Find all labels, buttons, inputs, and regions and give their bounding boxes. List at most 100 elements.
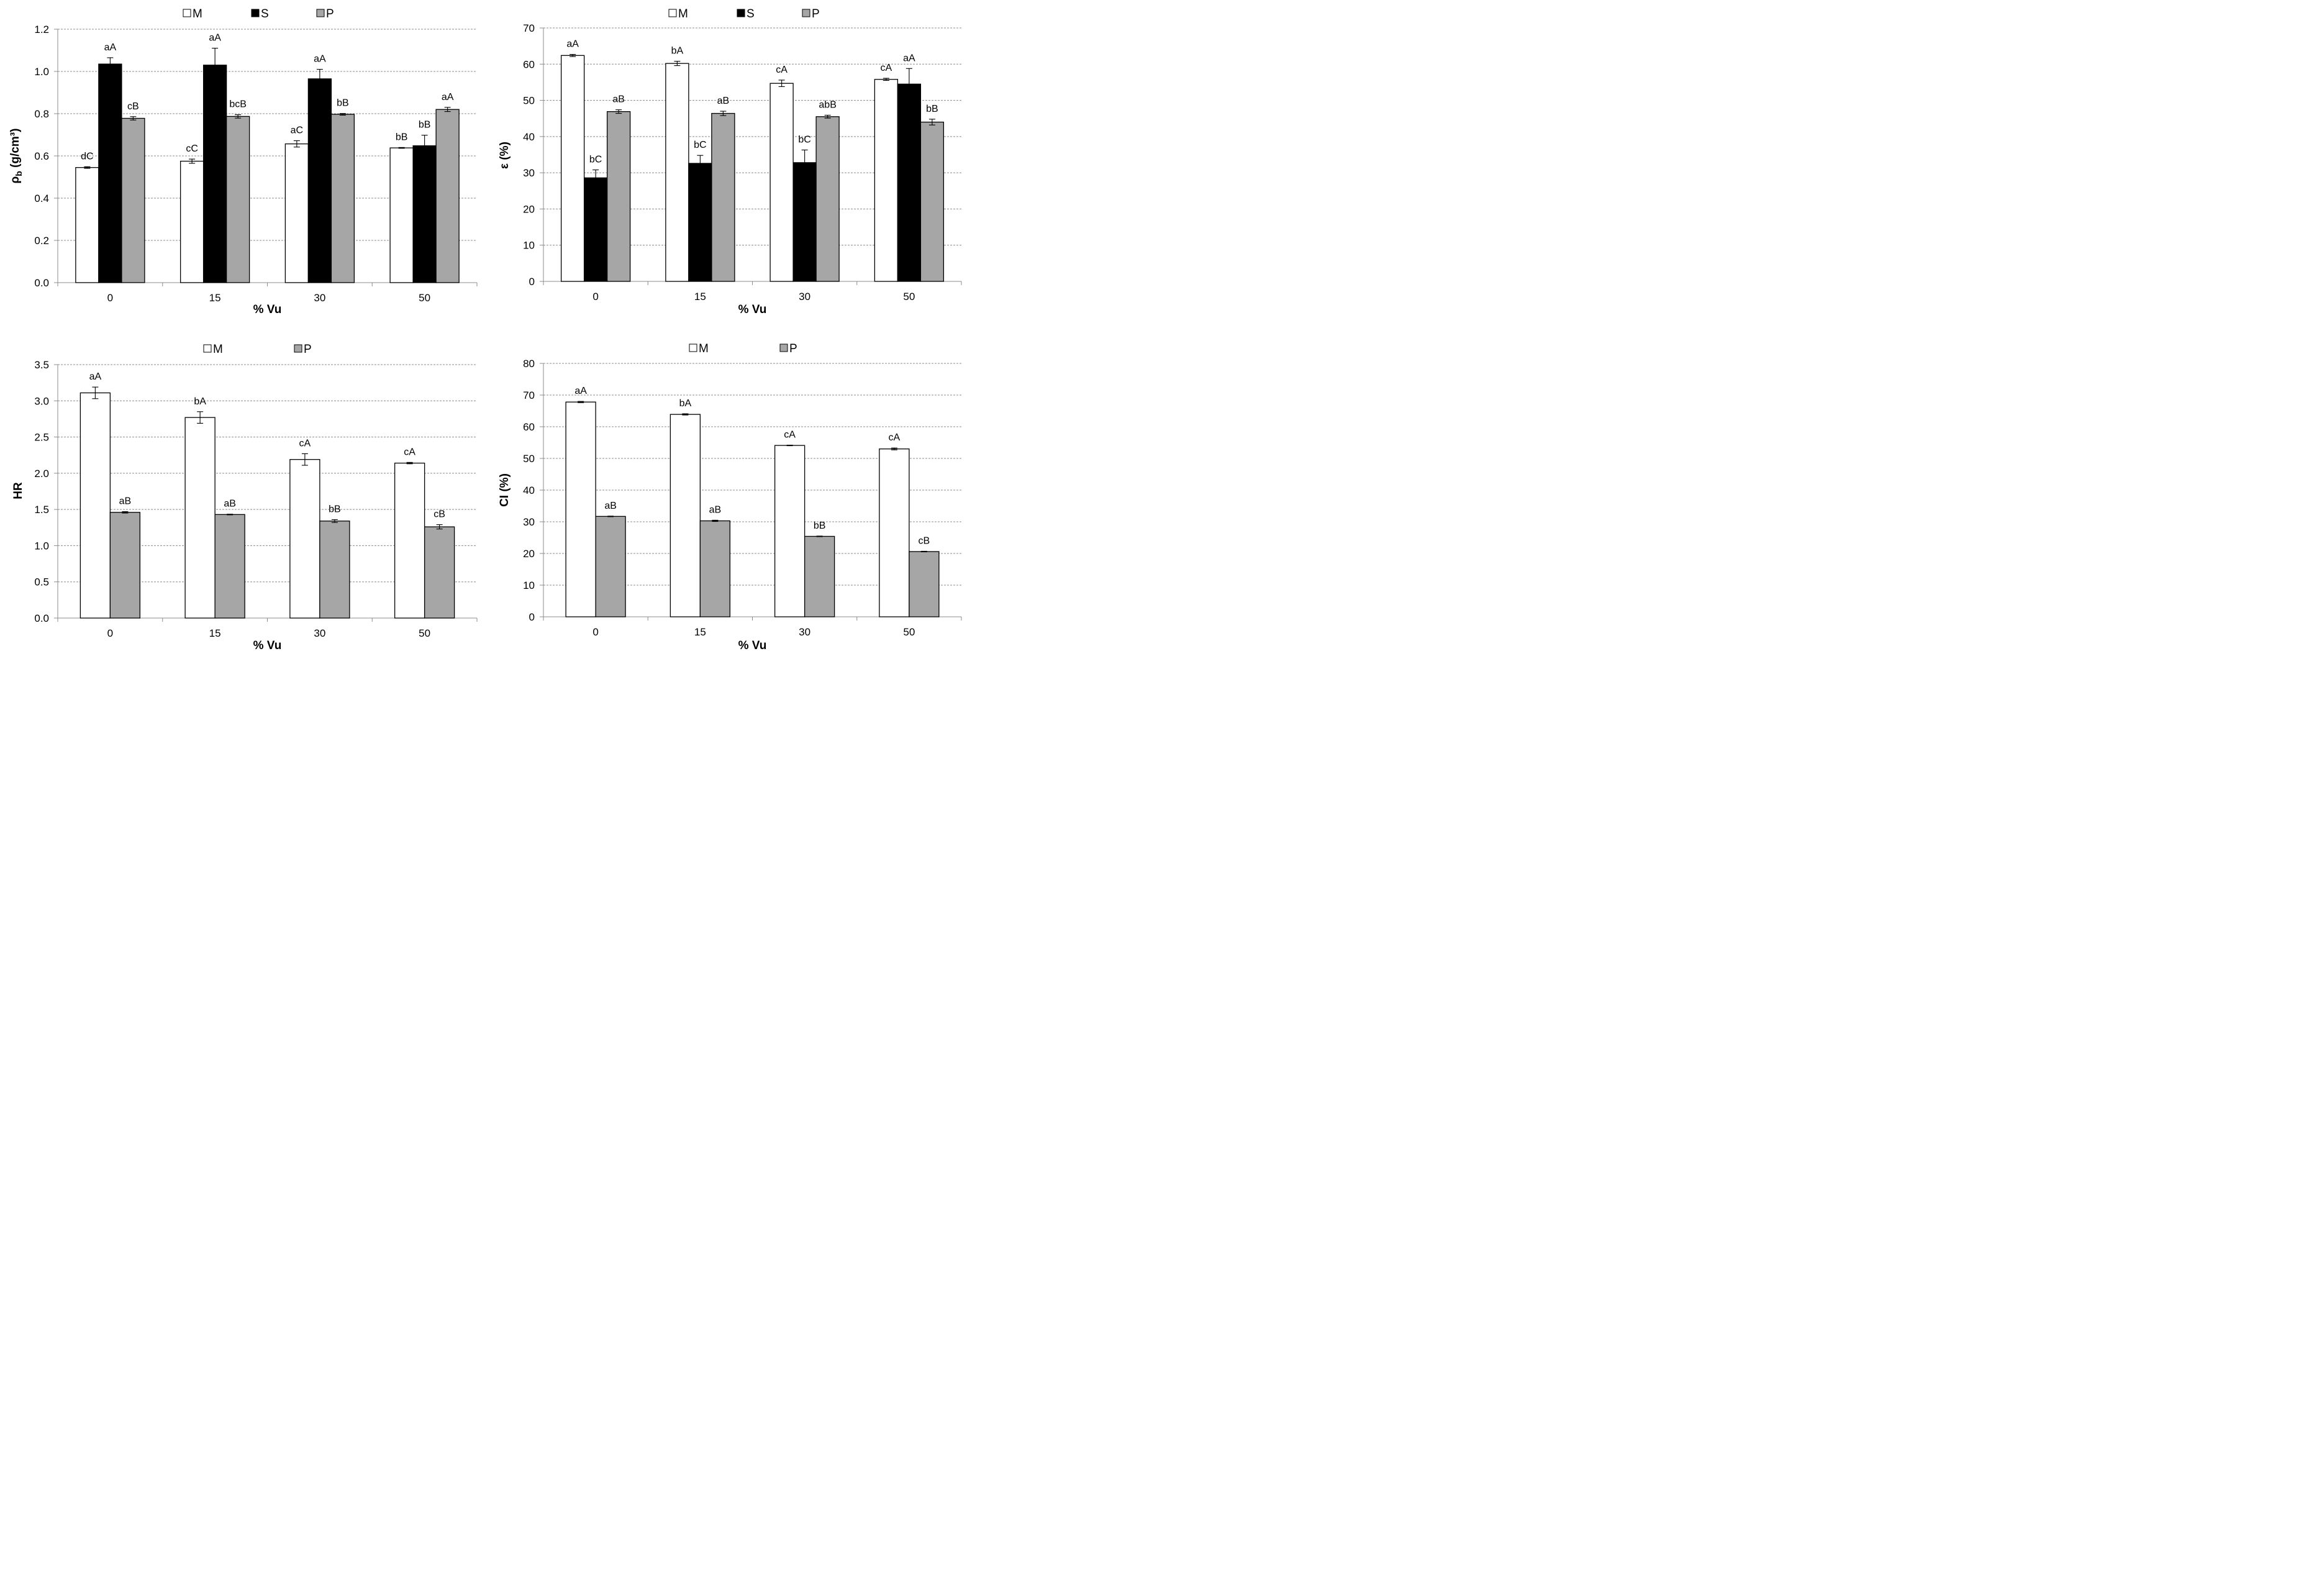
bar — [815, 116, 840, 282]
data-label: cA — [889, 432, 901, 443]
bar — [920, 121, 945, 282]
y-axis-title: ρb (g/cm³) — [9, 129, 24, 184]
bar — [424, 526, 455, 619]
bar — [670, 414, 701, 617]
legend-swatch — [251, 9, 260, 17]
y-tick-label: 40 — [523, 131, 535, 143]
y-axis-title: ε (%) — [498, 142, 511, 169]
data-label: bB — [419, 120, 431, 130]
series-P: aB aB bB cB — [595, 501, 940, 617]
bar — [688, 163, 712, 282]
bar — [79, 392, 111, 619]
y-tick-label: 1.5 — [34, 504, 49, 516]
bar — [214, 514, 245, 619]
data-label: bC — [589, 154, 602, 165]
bar — [319, 521, 350, 619]
y-tick-label: 2.5 — [34, 432, 49, 444]
y-tick-label: 30 — [523, 167, 535, 179]
data-label: aA — [574, 386, 587, 396]
bar — [874, 79, 899, 282]
x-axis-title: % Vu — [253, 303, 282, 316]
data-label: aB — [709, 504, 722, 515]
data-label: abB — [819, 99, 836, 110]
legend-swatch — [779, 344, 788, 352]
y-tick-label: 0 — [529, 276, 535, 288]
data-label: aA — [903, 53, 915, 63]
bar — [804, 535, 835, 617]
y-tick-label: 80 — [523, 358, 535, 370]
legend-item-M: M — [668, 7, 688, 20]
chart-panel-1: 0.00.20.40.60.81.01.20 15 30 50dCcCaCbBaAaA… — [9, 7, 478, 316]
bar — [121, 117, 145, 283]
data-label: cA — [881, 63, 892, 73]
x-tick-label: 15 — [209, 292, 221, 304]
data-label: aB — [224, 499, 236, 509]
x-tick-label: 15 — [694, 291, 706, 303]
legend-swatch — [294, 344, 302, 353]
legend-item-P: P — [802, 7, 820, 20]
y-tick-label: 50 — [523, 95, 535, 107]
legend-label: P — [789, 342, 797, 355]
y-tick-label: 0.2 — [34, 235, 49, 247]
data-label: bA — [679, 398, 692, 409]
legend-label: S — [261, 7, 269, 20]
y-tick-label: 40 — [523, 485, 535, 496]
legend-label: M — [678, 7, 688, 20]
legend-item-S: S — [251, 7, 269, 20]
series-M: aA bA cA cA — [565, 386, 910, 617]
y-tick-label: 1.0 — [34, 540, 49, 552]
data-label: bB — [926, 104, 938, 114]
series-S: bC bC bC aA — [583, 53, 922, 282]
y-tick-label: 60 — [523, 421, 535, 433]
y-tick-label: 50 — [523, 453, 535, 465]
data-label: bC — [798, 134, 810, 145]
y-tick-label: 0.0 — [34, 612, 49, 624]
y-tick-label: 1.0 — [34, 66, 49, 78]
data-label: bB — [814, 521, 826, 531]
data-label: aA — [314, 54, 326, 65]
chart-panel-2: 0 10 20 30 40 50 60 70 0 15 30 50 aA bA cA cA bC bC bC aA aB… — [498, 7, 962, 316]
y-tick-label: 3.5 — [34, 359, 49, 371]
legend-swatch — [802, 9, 810, 17]
x-tick-label: 0 — [592, 626, 598, 638]
legend-label: P — [812, 7, 820, 20]
data-label: cA — [776, 65, 788, 75]
chart-panel-3: 0.00.51.01.52.02.53.03.50 15 30 50aAbAcAcAa… — [12, 343, 478, 652]
legend-label: P — [326, 7, 334, 20]
bar — [595, 516, 626, 617]
data-label: cB — [127, 101, 139, 112]
data-label: aB — [717, 96, 730, 106]
series-M: dC cC aC bB — [75, 125, 414, 283]
y-tick-label: 0.0 — [34, 277, 49, 289]
bar — [897, 83, 922, 282]
bar — [560, 55, 585, 282]
series-P: aB aB bB cB — [109, 496, 455, 619]
data-label: cC — [186, 143, 198, 154]
bar — [75, 167, 99, 283]
legend-item-M: M — [203, 343, 223, 356]
data-label: cB — [919, 535, 930, 546]
x-tick-label: 30 — [314, 627, 325, 639]
legend-swatch — [737, 9, 745, 17]
bar — [909, 551, 940, 617]
bar — [394, 462, 425, 619]
legend-item-M: M — [183, 7, 202, 20]
data-label: aA — [104, 42, 117, 53]
bar — [179, 160, 204, 283]
bar — [435, 109, 460, 283]
x-tick-label: 30 — [799, 626, 810, 638]
figure: 0.0 0.2 0.4 0.6 0.8 1.0 1.2 0 15 30 50 dC cC aC bB aA aA… — [0, 0, 971, 663]
data-label: cA — [299, 438, 311, 448]
y-tick-label: 20 — [523, 203, 535, 215]
legend-item-P: P — [779, 342, 797, 355]
legend-item-M: M — [689, 342, 709, 355]
bar — [879, 448, 910, 617]
data-label: aA — [209, 33, 221, 43]
bar — [225, 116, 250, 283]
x-tick-label: 50 — [419, 292, 430, 304]
data-label: dC — [81, 151, 93, 162]
y-tick-label: 70 — [523, 22, 535, 34]
data-label: cA — [784, 430, 796, 440]
y-tick-label: 0.6 — [34, 150, 49, 162]
data-label: bC — [694, 140, 706, 150]
